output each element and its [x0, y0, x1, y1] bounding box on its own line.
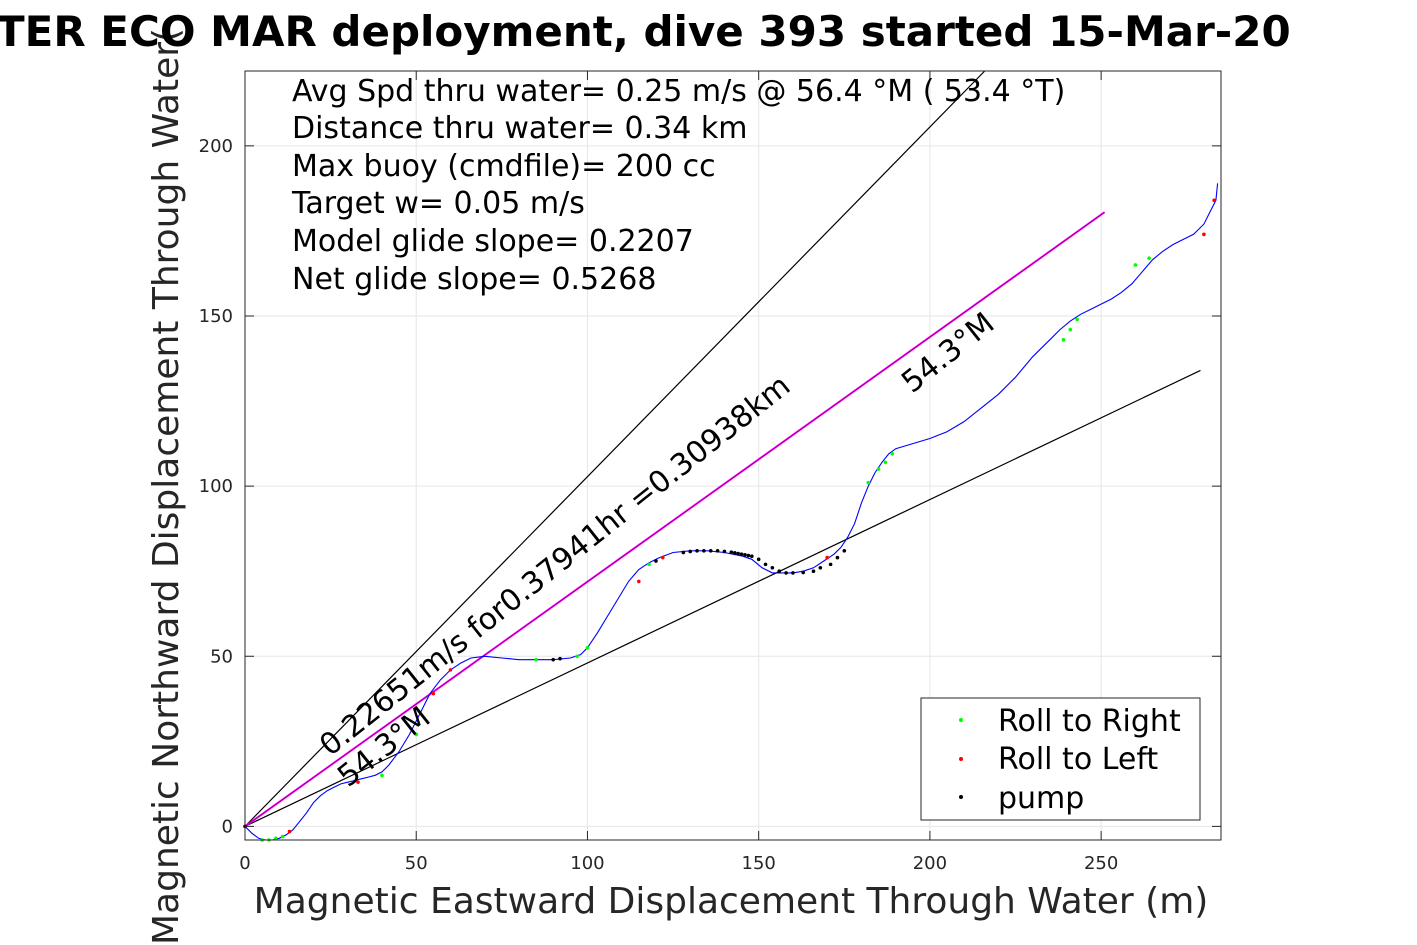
- pump-point: [688, 549, 692, 554]
- roll-left-point: [637, 579, 641, 584]
- roll-right-point: [866, 480, 871, 485]
- stats-block: Avg Spd thru water= 0.25 m/s @ 56.4 °M (…: [291, 74, 1065, 297]
- pump-point: [732, 551, 737, 555]
- y-tick-label: 200: [199, 136, 233, 157]
- grid: [244, 71, 1221, 840]
- pump-point: [770, 565, 775, 570]
- pump-point: [558, 656, 562, 661]
- pump-point: [756, 557, 761, 562]
- roll-right-point: [274, 836, 278, 841]
- pump-point: [791, 571, 795, 575]
- roll-right-point: [876, 467, 881, 471]
- x-tick-label: 150: [742, 853, 776, 874]
- roll-right-point: [1133, 263, 1138, 267]
- pump-point: [715, 548, 720, 553]
- reference-line: [244, 369, 1201, 827]
- roll-right-point: [1061, 338, 1066, 342]
- reference-lines: [244, 70, 1201, 827]
- pump-point: [708, 548, 713, 553]
- legend: Roll to Right Roll to Left pump: [920, 697, 1201, 821]
- pump-point: [818, 565, 823, 570]
- roll-right-point: [575, 654, 579, 659]
- roll-right-point: [647, 562, 651, 567]
- roll-right-point: [534, 657, 538, 662]
- y-tick-label: 50: [210, 646, 233, 667]
- stats-line: Model glide slope= 0.2207: [292, 224, 694, 259]
- legend-label-roll-left: Roll to Left: [998, 742, 1158, 777]
- legend-label-roll-right: Roll to Right: [998, 704, 1181, 739]
- heading-line-core: [244, 211, 1105, 827]
- roll-right-point: [414, 732, 419, 737]
- plot-frame: [244, 70, 1222, 841]
- roll-left-point: [448, 668, 453, 672]
- roll-left-point: [1202, 232, 1206, 237]
- marker-points: [243, 198, 1216, 842]
- stats-line: Avg Spd thru water= 0.25 m/s @ 56.4 °M (…: [292, 74, 1065, 109]
- roll-right-point: [1075, 317, 1079, 322]
- stats-line: Net glide slope= 0.5268: [292, 262, 656, 297]
- axis-ticks: 0 50 100 150 200 250 0 50 100 150 200: [199, 71, 1221, 874]
- stats-line: Max buoy (cmdfile)= 200 cc: [292, 149, 716, 184]
- pump-point: [739, 552, 744, 556]
- roll-right-point: [585, 645, 590, 650]
- pump-point: [729, 550, 734, 554]
- pump-point: [811, 569, 816, 573]
- pump-point: [551, 657, 556, 662]
- x-axis-label: Magnetic Eastward Displacement Through W…: [254, 881, 1209, 922]
- roll-right-point: [280, 834, 285, 839]
- reference-line: [244, 70, 986, 827]
- pump-point: [654, 559, 658, 563]
- legend-marker-roll-right: [959, 718, 963, 722]
- legend-label-pump: pump: [998, 781, 1084, 816]
- pump-point: [736, 551, 740, 556]
- roll-left-point: [431, 691, 436, 696]
- chart-title: TER ECO MAR deployment, dive 393 started…: [0, 7, 1291, 56]
- roll-left-point: [660, 555, 665, 560]
- legend-box: [920, 697, 1201, 821]
- pump-point: [763, 562, 768, 567]
- pump-point: [750, 554, 754, 559]
- roll-left-point: [1212, 198, 1216, 203]
- x-tick-label: 50: [405, 853, 428, 874]
- stats-line: Distance thru water= 0.34 km: [292, 111, 747, 146]
- x-tick-label: 100: [570, 853, 604, 874]
- roll-left-point: [825, 555, 829, 560]
- heading-line: [244, 211, 1106, 828]
- pump-point: [777, 569, 782, 573]
- x-tick-label: 200: [913, 853, 947, 874]
- y-tick-label: 0: [222, 816, 233, 837]
- x-tick-label: 0: [239, 853, 250, 874]
- y-axis-label: Magnetic Northward Displacement Through …: [146, 28, 187, 945]
- y-tick-label: 100: [199, 476, 233, 497]
- legend-marker-pump: [959, 795, 963, 799]
- x-tick-label: 250: [1084, 853, 1118, 874]
- stats-line: Target w= 0.05 m/s: [291, 186, 585, 221]
- roll-right-point: [380, 773, 384, 778]
- roll-right-point: [883, 460, 888, 465]
- y-tick-label: 150: [199, 306, 233, 327]
- pump-point: [835, 555, 840, 560]
- pump-point: [702, 548, 706, 553]
- roll-right-point: [890, 451, 895, 456]
- roll-right-point: [1147, 256, 1151, 260]
- pump-point: [842, 548, 847, 553]
- legend-marker-roll-left: [959, 757, 963, 761]
- track-line: [244, 183, 1219, 841]
- pump-point: [801, 570, 806, 575]
- pump-point: [681, 550, 686, 555]
- pump-point: [784, 571, 788, 575]
- roll-left-point: [287, 829, 292, 834]
- roll-left-point: [356, 780, 360, 784]
- track-series: [244, 183, 1219, 841]
- roll-right-point: [1068, 327, 1073, 332]
- pump-point: [828, 562, 833, 567]
- pump-point: [743, 553, 747, 557]
- pump-point: [722, 549, 727, 554]
- pump-point: [746, 553, 751, 558]
- pump-point: [695, 548, 699, 553]
